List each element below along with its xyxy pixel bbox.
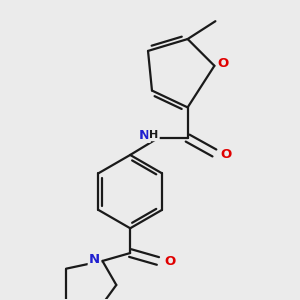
Text: O: O bbox=[164, 256, 176, 268]
Text: N: N bbox=[89, 254, 100, 266]
Text: O: O bbox=[218, 57, 229, 70]
Text: N: N bbox=[139, 129, 150, 142]
Text: O: O bbox=[221, 148, 232, 161]
Text: H: H bbox=[149, 130, 159, 140]
